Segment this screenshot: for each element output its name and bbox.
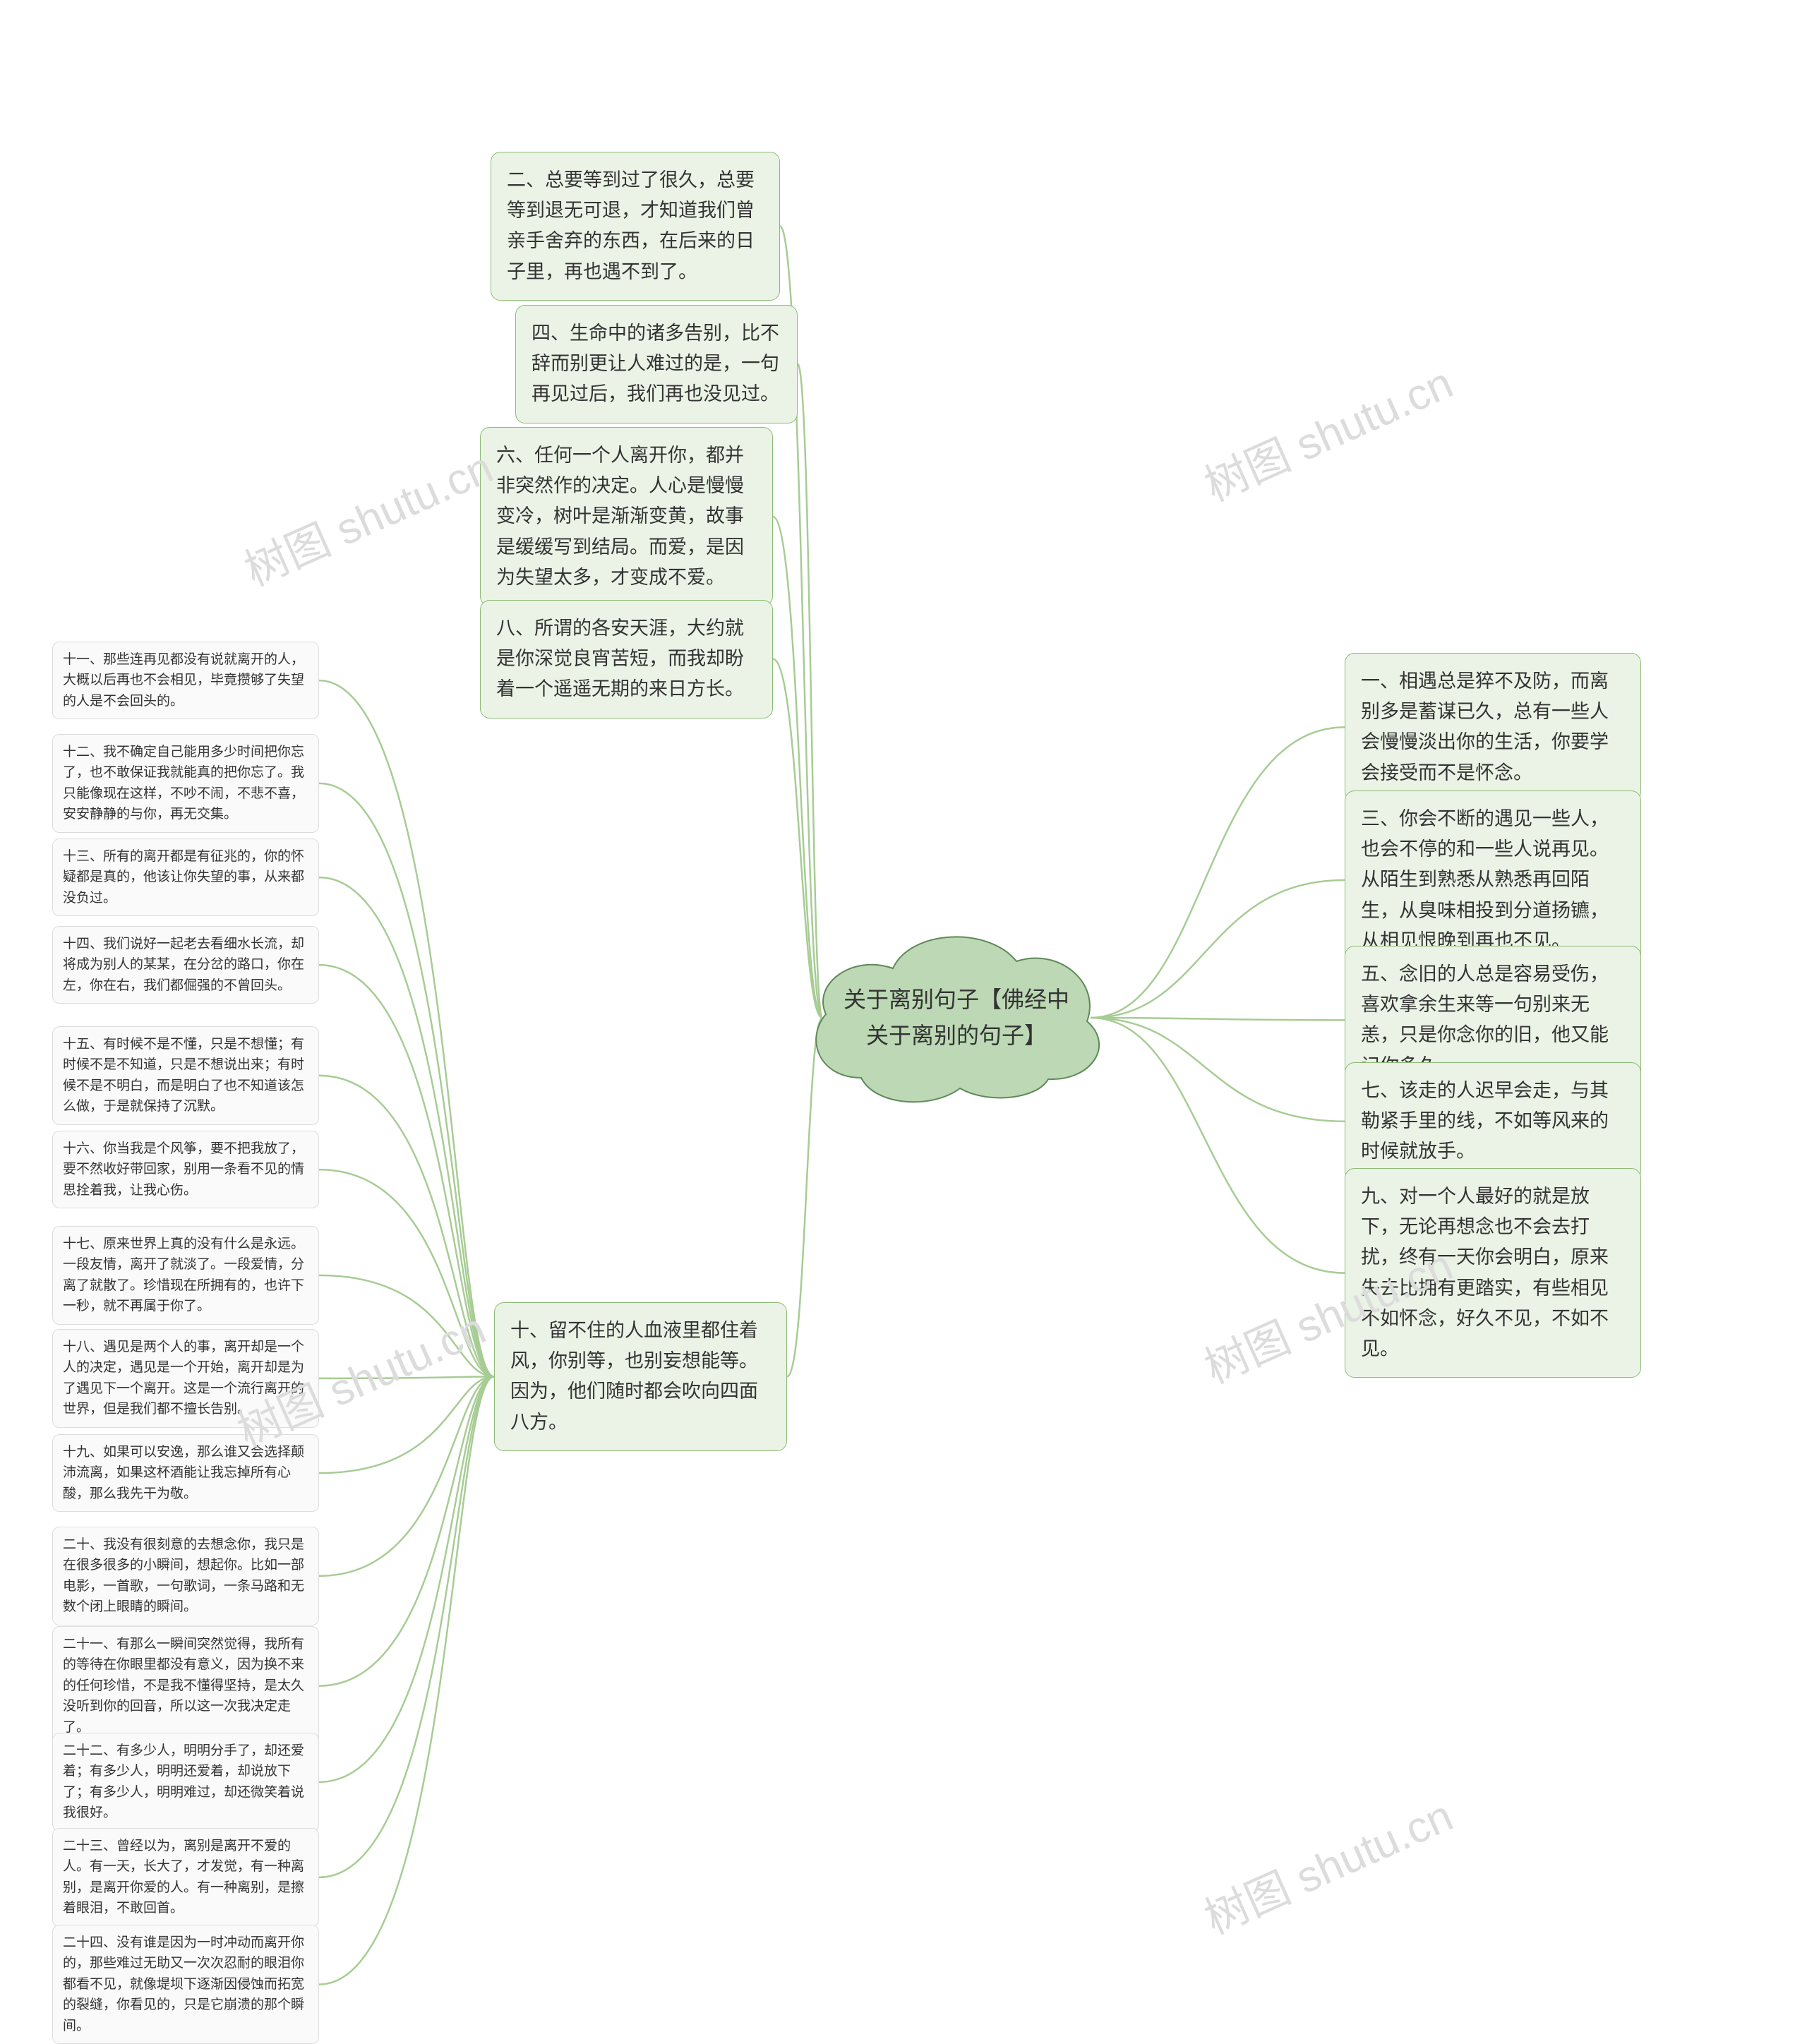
branch-node-m6[interactable]: 六、任何一个人离开你，都并非突然作的决定。人心是慢慢变冷，树叶是渐渐变黄，故事是… [480, 427, 773, 606]
edge [319, 965, 494, 1376]
leaf-node-l24-text: 二十四、没有谁是因为一时冲动而离开你的，那些难过无助又一次次忍耐的眼泪你都看不见… [63, 1935, 304, 2033]
leaf-node-l22[interactable]: 二十二、有多少人，明明分手了，却还爱着；有多少人，明明还爱着，却说放下了；有多少… [52, 1733, 319, 1832]
leaf-node-l15-text: 十五、有时候不是不懂，只是不想懂；有时候不是不知道，只是不想说出来；有时候不是不… [63, 1037, 304, 1114]
edge [319, 877, 494, 1376]
branch-node-m6-text: 六、任何一个人离开你，都并非突然作的决定。人心是慢慢变冷，树叶是渐渐变黄，故事是… [496, 445, 744, 588]
branch-node-m2[interactable]: 二、总要等到过了很久，总要等到退无可退，才知道我们曾亲手舍弃的东西，在后来的日子… [491, 152, 780, 301]
edge [319, 1376, 494, 1378]
branch-node-m2-text: 二、总要等到过了很久，总要等到退无可退，才知道我们曾亲手舍弃的东西，在后来的日子… [507, 169, 755, 282]
leaf-node-l24[interactable]: 二十四、没有谁是因为一时冲动而离开你的，那些难过无助又一次次忍耐的眼泪你都看不见… [52, 1925, 319, 2044]
branch-node-r3-text: 三、你会不断的遇见一些人，也会不停的和一些人说再见。从陌生到熟悉从熟悉再回陌生，… [1361, 808, 1609, 951]
branch-node-m8-text: 八、所谓的各安天涯，大约就是你深觉良宵苦短，而我却盼着一个遥遥无期的来日方长。 [496, 618, 744, 699]
leaf-node-l17[interactable]: 十七、原来世界上真的没有什么是永远。一段友情，离开了就淡了。一段爱情，分离了就散… [52, 1226, 319, 1325]
edge [319, 783, 494, 1377]
leaf-node-l16-text: 十六、你当我是个风筝，要不把我放了，要不然收好带回家，别用一条看不见的情思拴着我… [63, 1141, 304, 1198]
leaf-node-l22-text: 二十二、有多少人，明明分手了，却还爱着；有多少人，明明还爱着，却说放下了；有多少… [63, 1743, 304, 1820]
edge [1091, 1018, 1345, 1122]
leaf-node-l15[interactable]: 十五、有时候不是不懂，只是不想懂；有时候不是不知道，只是不想说出来；有时候不是不… [52, 1026, 319, 1125]
edge [1091, 1018, 1345, 1273]
branch-node-r7-text: 七、该走的人迟早会走，与其勒紧手里的线，不如等风来的时候就放手。 [1361, 1080, 1609, 1162]
edge [319, 1376, 494, 1576]
branch-node-m10[interactable]: 十、留不住的人血液里都住着风，你别等，也别妄想能等。因为，他们随时都会吹向四面八… [494, 1302, 787, 1451]
branch-node-r1[interactable]: 一、相遇总是猝不及防，而离别多是蓄谋已久，总有一些人会慢慢淡出你的生活，你要学会… [1345, 653, 1641, 802]
edge [319, 680, 494, 1376]
leaf-node-l20[interactable]: 二十、我没有很刻意的去想念你，我只是在很多很多的小瞬间，想起你。比如一部电影，一… [52, 1527, 319, 1625]
branch-node-m4[interactable]: 四、生命中的诸多告别，比不辞而别更让人难过的是，一句再见过后，我们再也没见过。 [515, 305, 798, 423]
edge [319, 1376, 494, 1877]
leaf-node-l18[interactable]: 十八、遇见是两个人的事，离开却是一个人的决定，遇见是一个开始，离开却是为了遇见下… [52, 1329, 319, 1428]
branch-node-r9-text: 九、对一个人最好的就是放下，无论再想念也不会去打扰，终有一天你会明白，原来失去比… [1361, 1186, 1609, 1359]
leaf-node-l18-text: 十八、遇见是两个人的事，离开却是一个人的决定，遇见是一个开始，离开却是为了遇见下… [63, 1340, 304, 1417]
mindmap-canvas: 关于离别句子【佛经中关于离别的句子】 一、相遇总是猝不及防，而离别多是蓄谋已久，总… [0, 0, 1807, 2039]
leaf-node-l23[interactable]: 二十三、曾经以为，离别是离开不爱的人。有一天，长大了，才发觉，有一种离别，是离开… [52, 1828, 319, 1927]
leaf-node-l11-text: 十一、那些连再见都没有说就离开的人，大概以后再也不会相见，毕竟攒够了失望的人是不… [63, 652, 304, 709]
leaf-node-l12-text: 十二、我不确定自己能用多少时间把你忘了，也不敢保证我就能真的把你忘了。我只能像现… [63, 745, 304, 822]
branch-node-m4-text: 四、生命中的诸多告别，比不辞而别更让人难过的是，一句再见过后，我们再也没见过。 [532, 323, 779, 404]
leaf-node-l17-text: 十七、原来世界上真的没有什么是永远。一段友情，离开了就淡了。一段爱情，分离了就散… [63, 1237, 304, 1313]
branch-node-r5-text: 五、念旧的人总是容易受伤，喜欢拿余生来等一句别来无恙，只是你念你的旧，他又能记你… [1361, 963, 1609, 1076]
branch-node-r9[interactable]: 九、对一个人最好的就是放下，无论再想念也不会去打扰，终有一天你会明白，原来失去比… [1345, 1168, 1641, 1378]
watermark: 树图 shutu.cn [1193, 348, 1461, 514]
edge [319, 1376, 494, 1782]
leaf-node-l11[interactable]: 十一、那些连再见都没有说就离开的人，大概以后再也不会相见，毕竟攒够了失望的人是不… [52, 642, 319, 719]
branch-node-r3[interactable]: 三、你会不断的遇见一些人，也会不停的和一些人说再见。从陌生到熟悉从熟悉再回陌生，… [1345, 790, 1641, 970]
edge [319, 1376, 494, 1685]
leaf-node-l12[interactable]: 十二、我不确定自己能用多少时间把你忘了，也不敢保证我就能真的把你忘了。我只能像现… [52, 734, 319, 833]
leaf-node-l23-text: 二十三、曾经以为，离别是离开不爱的人。有一天，长大了，才发觉，有一种离别，是离开… [63, 1839, 304, 1916]
branch-node-r1-text: 一、相遇总是猝不及防，而离别多是蓄谋已久，总有一些人会慢慢淡出你的生活，你要学会… [1361, 671, 1609, 783]
edge [319, 1076, 494, 1377]
leaf-node-l21[interactable]: 二十一、有那么一瞬间突然觉得，我所有的等待在你眼里都没有意义，因为换不来的任何珍… [52, 1626, 319, 1745]
edge [1091, 727, 1345, 1018]
edge [319, 1170, 494, 1376]
edge [319, 1376, 494, 1473]
leaf-node-l14-text: 十四、我们说好一起老去看细水长流，却将成为别人的某某，在分岔的路口，你在左，你在… [63, 937, 304, 993]
leaf-node-l19[interactable]: 十九、如果可以安逸，那么谁又会选择颠沛流离，如果这杯酒能让我忘掉所有心酸，那么我… [52, 1434, 319, 1512]
watermark: 树图 shutu.cn [233, 433, 501, 599]
branch-node-m10-text: 十、留不住的人血液里都住着风，你别等，也别妄想能等。因为，他们随时都会吹向四面八… [510, 1320, 758, 1433]
edge [319, 1275, 494, 1377]
leaf-node-l14[interactable]: 十四、我们说好一起老去看细水长流，却将成为别人的某某，在分岔的路口，你在左，你在… [52, 926, 319, 1004]
leaf-node-l16[interactable]: 十六、你当我是个风筝，要不把我放了，要不然收好带回家，别用一条看不见的情思拴着我… [52, 1131, 319, 1208]
branch-node-m8[interactable]: 八、所谓的各安天涯，大约就是你深觉良宵苦短，而我却盼着一个遥遥无期的来日方长。 [480, 600, 773, 719]
leaf-node-l21-text: 二十一、有那么一瞬间突然觉得，我所有的等待在你眼里都没有意义，因为换不来的任何珍… [63, 1637, 304, 1735]
edge [319, 1376, 494, 1984]
leaf-node-l20-text: 二十、我没有很刻意的去想念你，我只是在很多很多的小瞬间，想起你。比如一部电影，一… [63, 1537, 304, 1614]
center-topic-label: 关于离别句子【佛经中关于离别的句子】 [805, 982, 1108, 1054]
edge [1091, 880, 1345, 1018]
watermark: 树图 shutu.cn [1193, 1781, 1461, 1947]
center-topic[interactable]: 关于离别句子【佛经中关于离别的句子】 [805, 915, 1108, 1120]
leaf-node-l19-text: 十九、如果可以安逸，那么谁又会选择颠沛流离，如果这杯酒能让我忘掉所有心酸，那么我… [63, 1445, 304, 1501]
leaf-node-l13[interactable]: 十三、所有的离开都是有征兆的，你的怀疑都是真的，他该让你失望的事，从来都没负过。 [52, 838, 319, 916]
leaf-node-l13-text: 十三、所有的离开都是有征兆的，你的怀疑都是真的，他该让你失望的事，从来都没负过。 [63, 849, 304, 906]
edge [1091, 1018, 1345, 1020]
branch-node-r7[interactable]: 七、该走的人迟早会走，与其勒紧手里的线，不如等风来的时候就放手。 [1345, 1062, 1641, 1181]
